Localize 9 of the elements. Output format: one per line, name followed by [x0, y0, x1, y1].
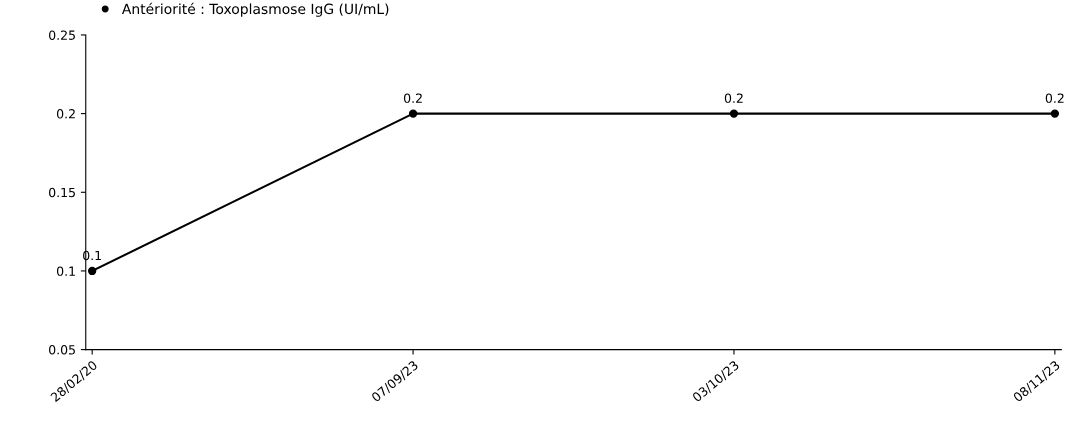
legend-label: Antériorité : Toxoplasmose IgG (UI/mL) — [121, 2, 389, 17]
data-label: 0.2 — [1045, 93, 1064, 103]
y-tick-label: 0.05 — [49, 345, 75, 355]
y-tick-label: 0.15 — [49, 187, 75, 198]
data-label: 0.2 — [403, 93, 422, 103]
data-label: 0.2 — [724, 93, 743, 103]
y-tick-label: 0.2 — [56, 109, 75, 119]
y-tick-label: 0.25 — [49, 30, 75, 40]
y-tick-label: 0.1 — [56, 266, 75, 276]
